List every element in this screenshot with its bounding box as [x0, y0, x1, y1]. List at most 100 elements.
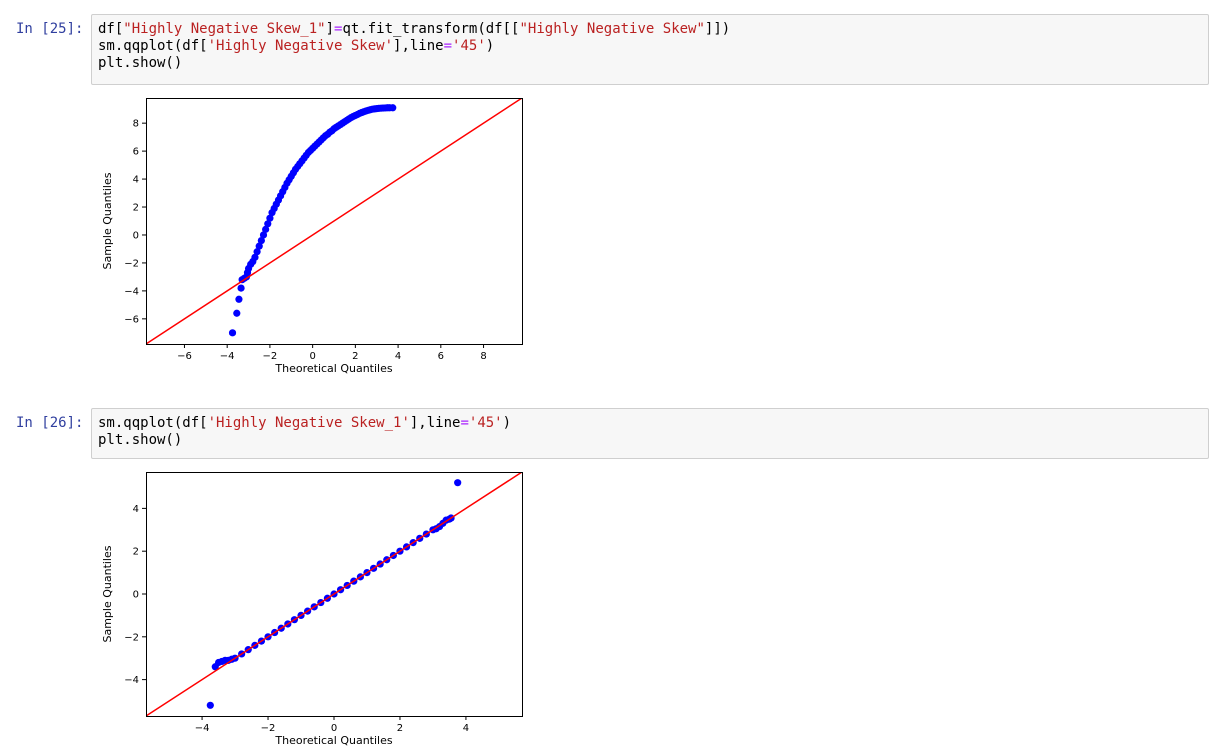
data-point [349, 112, 357, 121]
code-input-area[interactable]: df["Highly Negative Skew_1"]=qt.fit_tran… [91, 14, 1209, 85]
code-token: plt.show() [98, 55, 183, 71]
data-point [294, 162, 302, 171]
data-point [306, 146, 315, 155]
x-tick-label: −4 [195, 723, 210, 734]
data-point [402, 543, 411, 551]
data-point [289, 169, 298, 177]
data-point [243, 269, 252, 277]
data-point [366, 106, 374, 114]
data-point [276, 192, 285, 200]
data-point [296, 160, 304, 168]
code-line: sm.qqplot(df['Highly Negative Skew_1'],l… [98, 415, 511, 432]
y-tick-label: −2 [124, 632, 139, 643]
code-token: "Highly Negative Skew_1" [123, 21, 326, 37]
y-tick-label: −4 [124, 675, 139, 686]
data-point [383, 104, 392, 112]
code-token: = [443, 38, 453, 54]
x-axis-label: Theoretical Quantiles [274, 734, 392, 747]
y-axis-label: Sample Quantiles [101, 172, 114, 269]
data-point [257, 236, 265, 245]
code-token: df[ [98, 21, 124, 37]
y-tick-label: 4 [133, 175, 139, 186]
data-point [251, 253, 259, 261]
data-point [351, 111, 359, 120]
data-point [422, 530, 430, 538]
data-point [233, 309, 241, 317]
code-token: = [334, 21, 343, 37]
data-point [264, 220, 272, 228]
data-points [228, 104, 397, 337]
data-point [310, 603, 318, 611]
data-point [368, 105, 377, 113]
plot-frame [146, 98, 523, 345]
data-point [300, 154, 308, 162]
x-tick-label: 0 [309, 351, 315, 362]
data-point [238, 276, 246, 284]
data-point [323, 594, 332, 602]
data-point [274, 196, 283, 204]
data-point [244, 646, 252, 654]
code-input-area[interactable]: sm.qqplot(df['Highly Negative Skew_1'],l… [91, 408, 1209, 459]
data-point [376, 560, 384, 568]
data-point [271, 628, 279, 637]
data-point [364, 106, 372, 114]
data-point [334, 122, 342, 130]
y-tick-label: 2 [133, 547, 139, 558]
data-point [311, 142, 319, 150]
data-point [330, 590, 338, 598]
data-point [347, 113, 355, 122]
data-point [321, 132, 330, 140]
data-point [336, 120, 345, 129]
data-point [350, 577, 358, 585]
data-point [377, 104, 385, 112]
y-axis-label: Sample Quantiles [101, 545, 114, 642]
data-point [247, 260, 255, 268]
data-point [290, 616, 299, 624]
data-point [454, 479, 462, 487]
data-point [432, 525, 440, 533]
data-point [277, 624, 285, 632]
data-point [360, 108, 368, 116]
data-points [206, 479, 462, 709]
code-token: ],line [393, 38, 444, 54]
data-point [244, 264, 253, 273]
data-point [356, 573, 364, 581]
data-point [409, 539, 417, 547]
data-point [240, 274, 248, 282]
data-point [218, 657, 226, 666]
data-point [429, 526, 437, 534]
data-point [362, 107, 370, 115]
code-line: plt.show() [98, 432, 182, 449]
code-token: '45' [452, 38, 486, 54]
data-point [262, 225, 270, 233]
data-point [279, 188, 287, 196]
x-tick-label: 4 [395, 351, 401, 362]
code-token: 'Highly Negative Skew_1' [207, 415, 410, 431]
data-point [298, 157, 306, 165]
data-point [206, 701, 214, 709]
data-point [228, 329, 237, 337]
data-point [370, 105, 379, 113]
x-tick-label: 8 [480, 351, 486, 362]
data-point [313, 140, 321, 148]
data-point [266, 214, 274, 222]
data-point [251, 641, 259, 649]
data-point [389, 551, 397, 560]
y-tick-label: −2 [124, 258, 139, 269]
y-tick-label: 0 [133, 230, 139, 241]
data-point [389, 104, 397, 112]
x-tick-label: 4 [463, 723, 469, 734]
data-point [224, 656, 233, 664]
y-tick-label: 4 [133, 504, 139, 515]
code-token: ],line [409, 415, 461, 431]
data-point [268, 209, 276, 217]
data-point [323, 130, 332, 138]
data-point [341, 118, 349, 126]
data-point [238, 650, 246, 658]
y-tick-label: 6 [133, 147, 139, 158]
data-point [272, 200, 280, 208]
data-point [319, 134, 327, 142]
x-tick-label: −2 [263, 351, 278, 362]
